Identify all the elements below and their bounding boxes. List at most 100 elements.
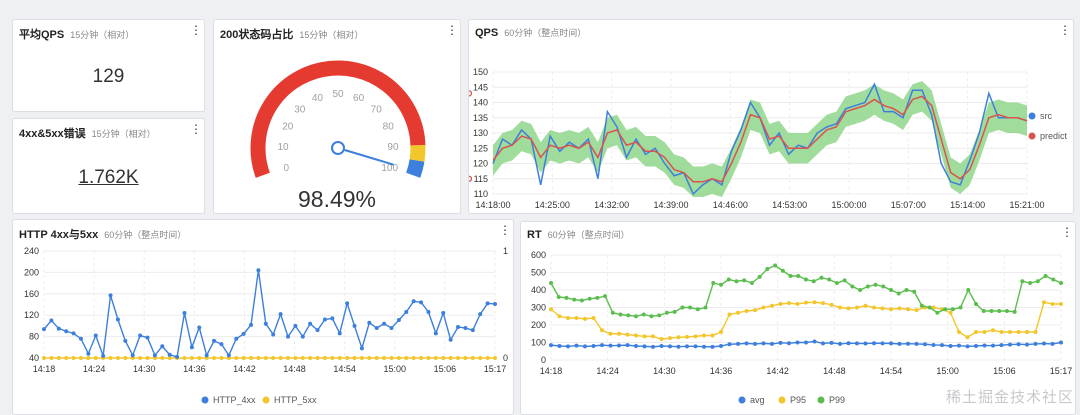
point-avg	[710, 344, 715, 349]
more-options-icon[interactable]: ⋮	[446, 23, 458, 37]
x-tick-label: 14:48	[283, 364, 306, 374]
point-p95	[812, 300, 817, 305]
point-avg	[702, 344, 706, 349]
point-http-4xx	[101, 353, 106, 358]
point-p95	[838, 305, 842, 310]
legend-label: src	[1040, 111, 1052, 121]
point-p95	[710, 333, 715, 338]
point-p99	[610, 310, 615, 315]
point-http-5xx	[182, 356, 187, 360]
x-tick-label: 14:42	[766, 366, 789, 376]
point-http-4xx	[426, 309, 431, 314]
point-p95	[761, 305, 766, 310]
point-http-5xx	[470, 356, 475, 360]
point-http-5xx	[359, 356, 364, 360]
gauge-tick-label: 100	[381, 163, 398, 174]
point-http-4xx	[226, 353, 231, 358]
x-tick-label: 14:30	[653, 366, 676, 376]
point-http-4xx	[182, 311, 187, 316]
point-p99	[804, 277, 808, 282]
point-p95	[999, 330, 1004, 334]
x-tick-label: 14:42	[233, 364, 256, 374]
point-p95	[744, 309, 749, 313]
legend-dot	[201, 396, 209, 404]
legend-label: HTTP_4xx	[213, 395, 256, 405]
point-http-4xx	[108, 293, 113, 298]
point-http-5xx	[271, 356, 276, 360]
y-tick-label: 135	[473, 113, 488, 123]
point-http-4xx	[493, 301, 497, 306]
point-http-5xx	[419, 356, 424, 360]
point-avg	[668, 344, 672, 349]
x-tick-label: 15:14:00	[950, 200, 985, 210]
point-http-5xx	[263, 356, 268, 360]
point-http-5xx	[285, 356, 290, 360]
point-p95	[702, 333, 706, 338]
point-p99	[680, 305, 685, 310]
point-p99	[757, 274, 762, 279]
panel-subtitle: 15分钟（相对）	[91, 129, 156, 139]
panel-title: 平均QPS 15分钟（相对）	[19, 26, 134, 42]
x-tick-label: 14:53:00	[772, 200, 807, 210]
point-http-5xx	[382, 356, 387, 360]
point-avg	[940, 343, 944, 348]
point-p99	[726, 277, 731, 282]
point-avg	[659, 344, 664, 348]
y-tick-label: 100	[531, 338, 546, 348]
point-p99	[1020, 279, 1025, 284]
point-p95	[804, 300, 808, 305]
point-http-5xx	[352, 356, 357, 360]
point-avg	[1016, 342, 1021, 347]
point-p99	[664, 310, 669, 315]
legend-dot	[738, 396, 746, 404]
more-options-icon[interactable]: ⋮	[1059, 23, 1071, 37]
point-p99	[989, 309, 994, 313]
more-options-icon[interactable]: ⋮	[190, 122, 202, 136]
gauge-tick-label: 10	[277, 142, 289, 153]
point-http-5xx	[345, 356, 350, 360]
point-http-4xx	[441, 311, 446, 316]
more-options-icon[interactable]: ⋮	[499, 223, 511, 237]
legend-label: avg	[750, 395, 765, 405]
panel-subtitle: 60分钟（整点时间）	[104, 230, 187, 240]
more-options-icon[interactable]: ⋮	[1061, 225, 1073, 239]
point-avg	[999, 343, 1004, 348]
point-p99	[641, 312, 646, 317]
point-p95	[719, 330, 723, 334]
point-p99	[819, 275, 824, 280]
y-tick-label: 160	[24, 289, 39, 299]
point-p99	[742, 278, 747, 283]
point-http-5xx	[241, 356, 246, 360]
x-tick-label: 14:54	[880, 366, 903, 376]
point-http-4xx	[219, 342, 224, 347]
gauge-tick-label: 30	[294, 104, 306, 115]
point-p99	[773, 263, 778, 268]
point-p99	[626, 313, 631, 318]
x-tick-label: 14:30	[133, 364, 156, 374]
point-avg	[795, 340, 800, 345]
point-p99	[564, 295, 569, 300]
error-count-link[interactable]: 1.762K	[78, 167, 139, 188]
point-p99	[587, 296, 592, 301]
point-p95	[591, 316, 596, 320]
x-tick-label: 14:54	[333, 364, 356, 374]
point-http-4xx	[93, 333, 98, 338]
point-http-4xx	[86, 351, 91, 356]
point-avg	[1059, 340, 1063, 345]
point-p95	[863, 303, 868, 308]
more-options-icon[interactable]: ⋮	[190, 23, 202, 37]
point-avg	[787, 341, 791, 346]
point-p99	[657, 313, 662, 318]
legend-label: HTTP_5xx	[274, 395, 317, 405]
point-p95	[914, 308, 919, 313]
point-p95	[931, 305, 936, 310]
point-p95	[693, 334, 698, 339]
point-http-4xx	[322, 317, 327, 322]
y-tick-label: 110	[474, 189, 488, 199]
gauge-tick-label: 90	[387, 142, 399, 153]
point-http-4xx	[285, 334, 290, 339]
x-tick-label: 14:36	[183, 364, 206, 374]
point-p95	[668, 336, 672, 341]
point-p99	[1028, 281, 1033, 285]
point-p95	[1016, 330, 1021, 334]
